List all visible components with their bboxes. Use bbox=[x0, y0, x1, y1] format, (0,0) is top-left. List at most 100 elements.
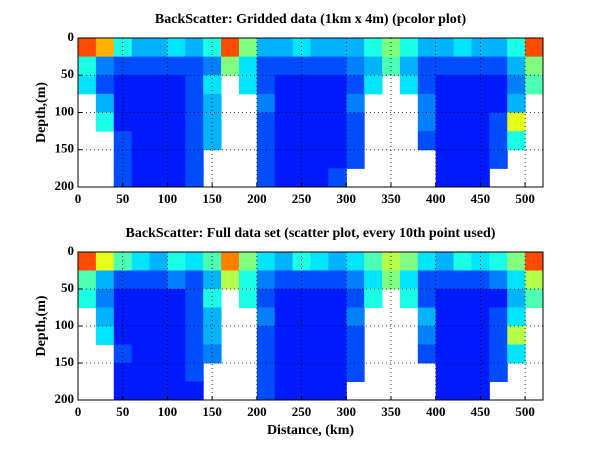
x-tick-label: 350 bbox=[381, 191, 401, 206]
x-tick-label: 450 bbox=[471, 404, 491, 419]
x-tick-label: 300 bbox=[337, 191, 357, 206]
cell bbox=[310, 38, 329, 58]
cell bbox=[131, 326, 151, 345]
cell bbox=[471, 344, 490, 364]
x-tick-label: 250 bbox=[292, 191, 312, 206]
cell bbox=[471, 326, 490, 345]
cell bbox=[274, 289, 294, 308]
cell bbox=[435, 363, 455, 382]
cell bbox=[364, 75, 383, 95]
cell bbox=[489, 75, 508, 95]
cell bbox=[238, 38, 258, 58]
cell bbox=[149, 326, 168, 345]
cell bbox=[113, 149, 133, 169]
cell bbox=[489, 289, 508, 308]
cell bbox=[167, 270, 186, 290]
cell bbox=[274, 381, 294, 401]
cell bbox=[256, 168, 276, 188]
cell bbox=[95, 38, 115, 58]
cell bbox=[203, 75, 222, 95]
cell bbox=[507, 307, 526, 327]
cell bbox=[131, 252, 151, 271]
cell bbox=[78, 75, 97, 95]
cell bbox=[525, 289, 544, 308]
cell bbox=[274, 93, 294, 113]
cell bbox=[185, 381, 204, 401]
cell bbox=[310, 326, 329, 345]
y-tick-label: 100 bbox=[55, 317, 75, 332]
cell bbox=[346, 270, 365, 290]
cell bbox=[507, 75, 526, 95]
axes-box bbox=[77, 251, 544, 401]
cell bbox=[167, 131, 186, 151]
cell bbox=[292, 326, 311, 345]
cell bbox=[131, 363, 151, 382]
cell bbox=[382, 38, 401, 58]
y-tick-label: 200 bbox=[55, 391, 75, 406]
axes-box bbox=[77, 37, 544, 188]
cell bbox=[238, 289, 258, 308]
cell bbox=[274, 344, 294, 364]
cell bbox=[310, 344, 329, 364]
cell bbox=[328, 131, 347, 151]
cell bbox=[346, 252, 365, 271]
cell bbox=[95, 56, 115, 76]
cell bbox=[167, 344, 186, 364]
cell bbox=[274, 326, 294, 345]
cell bbox=[221, 38, 240, 58]
cell bbox=[238, 252, 258, 271]
cell bbox=[417, 112, 437, 132]
cell bbox=[274, 168, 294, 188]
cell bbox=[310, 307, 329, 327]
cell bbox=[435, 149, 455, 169]
cell bbox=[113, 381, 133, 401]
cell bbox=[346, 38, 365, 58]
cell bbox=[95, 270, 115, 290]
cell bbox=[471, 131, 490, 151]
cell bbox=[256, 56, 276, 76]
cell bbox=[435, 252, 455, 271]
cell bbox=[292, 168, 311, 188]
cell bbox=[113, 131, 133, 151]
cell bbox=[328, 363, 347, 382]
cell bbox=[489, 344, 508, 364]
x-tick-label: 400 bbox=[426, 191, 446, 206]
cell bbox=[185, 112, 204, 132]
cell bbox=[203, 131, 222, 151]
cell bbox=[417, 326, 437, 345]
cell bbox=[435, 75, 455, 95]
cell bbox=[435, 289, 455, 308]
cell bbox=[346, 131, 365, 151]
cell bbox=[95, 289, 115, 308]
cell bbox=[346, 344, 365, 364]
cell bbox=[507, 112, 526, 132]
cell bbox=[399, 270, 419, 290]
y-axis-label: Depth,(m) bbox=[34, 295, 49, 356]
cell bbox=[453, 168, 472, 188]
cell bbox=[78, 289, 97, 308]
cell bbox=[131, 38, 151, 58]
cell bbox=[471, 289, 490, 308]
cell bbox=[113, 75, 133, 95]
cell bbox=[346, 149, 365, 169]
cell bbox=[507, 38, 526, 58]
cell bbox=[525, 252, 544, 271]
cell bbox=[256, 326, 276, 345]
cell bbox=[435, 93, 455, 113]
cell bbox=[310, 289, 329, 308]
cell bbox=[292, 75, 311, 95]
cell bbox=[328, 93, 347, 113]
cell bbox=[167, 38, 186, 58]
cell bbox=[328, 168, 347, 188]
cell bbox=[435, 270, 455, 290]
y-tick-label: 50 bbox=[61, 280, 74, 295]
cell bbox=[203, 38, 222, 58]
cell bbox=[292, 289, 311, 308]
cell bbox=[471, 75, 490, 95]
y-tick-label: 200 bbox=[55, 178, 75, 193]
cell bbox=[328, 344, 347, 364]
cell bbox=[167, 252, 186, 271]
cell bbox=[274, 363, 294, 382]
cell bbox=[274, 56, 294, 76]
